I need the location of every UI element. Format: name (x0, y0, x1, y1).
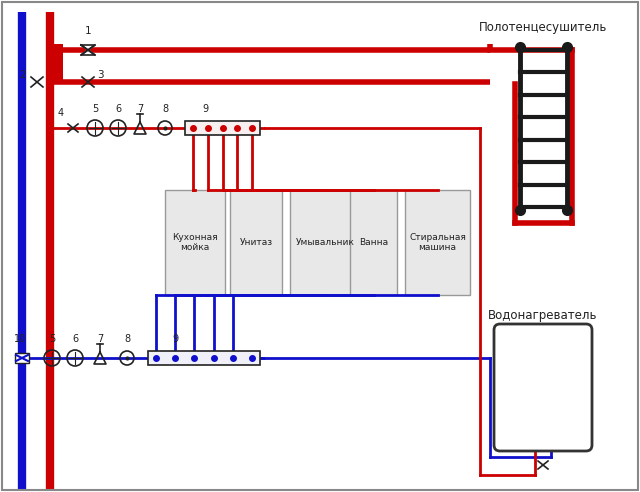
Text: 8: 8 (162, 104, 168, 114)
Text: 8: 8 (124, 334, 130, 344)
Text: 1: 1 (84, 26, 92, 36)
Text: Водонагреватель: Водонагреватель (488, 309, 598, 322)
Text: Полотенцесушитель: Полотенцесушитель (479, 22, 608, 34)
Text: Умывальник: Умывальник (296, 238, 355, 247)
Bar (15, 353, 29, 363)
Bar (47, 44, 63, 80)
Text: 7: 7 (137, 104, 143, 114)
Text: 6: 6 (72, 334, 78, 344)
Text: 9: 9 (172, 334, 178, 344)
Text: Стиральная
машина: Стиральная машина (409, 233, 466, 252)
Text: 10: 10 (14, 334, 26, 344)
Text: 2: 2 (20, 70, 26, 80)
Text: 5: 5 (49, 334, 55, 344)
Text: Унитаз: Унитаз (239, 238, 273, 247)
Text: 3: 3 (97, 70, 103, 80)
Text: 5: 5 (92, 104, 98, 114)
Text: 4: 4 (58, 108, 64, 118)
Text: 9: 9 (202, 104, 208, 114)
FancyBboxPatch shape (494, 324, 592, 451)
Polygon shape (81, 45, 95, 55)
Text: 6: 6 (115, 104, 121, 114)
Bar (290, 190, 360, 295)
Text: 7: 7 (97, 334, 103, 344)
Text: Ванна: Ванна (359, 238, 388, 247)
Bar (230, 190, 282, 295)
Bar (405, 190, 470, 295)
Bar (165, 190, 225, 295)
Bar (148, 351, 260, 365)
Bar (185, 121, 260, 135)
Bar (350, 190, 397, 295)
Text: Кухонная
мойка: Кухонная мойка (172, 233, 218, 252)
